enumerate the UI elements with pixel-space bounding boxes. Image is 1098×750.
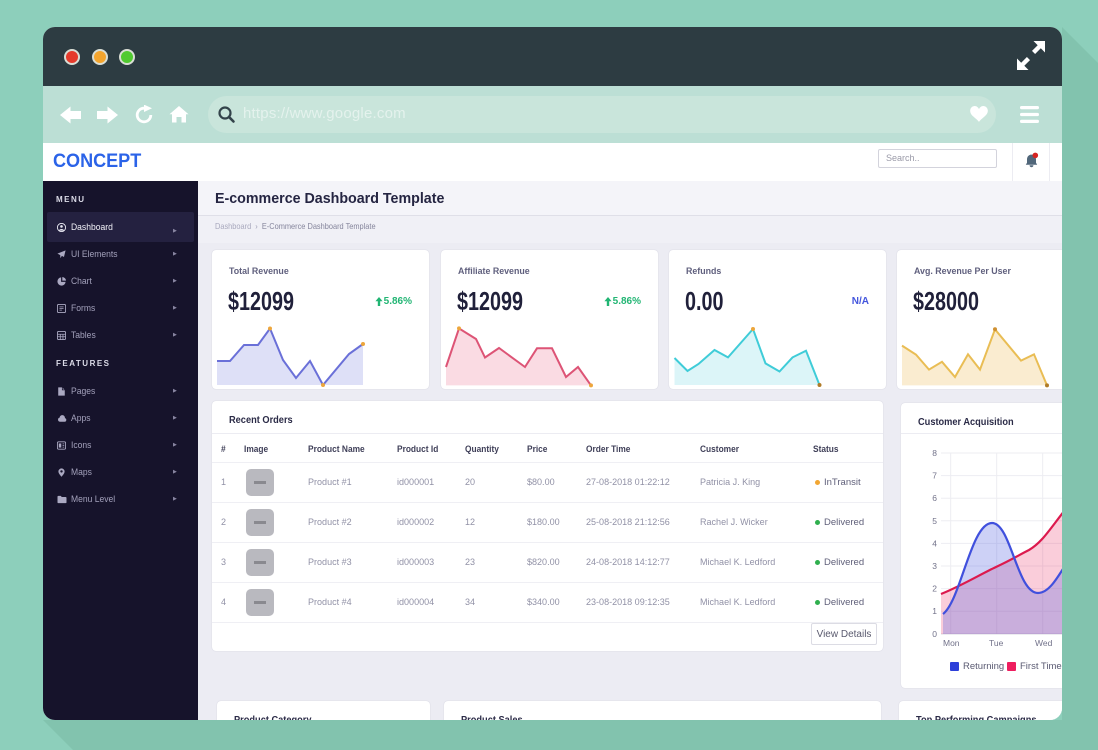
svg-text:7: 7 xyxy=(932,471,937,481)
svg-text:2: 2 xyxy=(932,584,937,594)
svg-text:3: 3 xyxy=(932,561,937,571)
svg-text:5: 5 xyxy=(932,516,937,526)
svg-text:0: 0 xyxy=(932,629,937,639)
svg-text:4: 4 xyxy=(932,538,937,548)
svg-text:1: 1 xyxy=(932,606,937,616)
svg-text:Mon: Mon xyxy=(943,638,960,648)
svg-text:8: 8 xyxy=(932,448,937,458)
svg-text:Tue: Tue xyxy=(989,638,1004,648)
svg-text:6: 6 xyxy=(932,493,937,503)
svg-text:Wed: Wed xyxy=(1035,638,1053,648)
